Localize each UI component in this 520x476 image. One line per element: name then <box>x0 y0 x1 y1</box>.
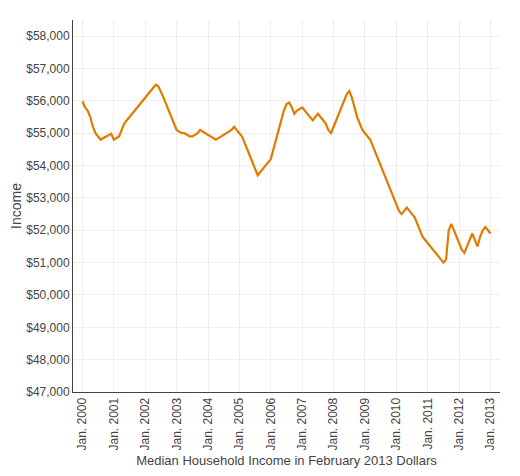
svg-text:Jan. 2003: Jan. 2003 <box>170 397 184 450</box>
svg-text:Jan. 2001: Jan. 2001 <box>107 397 121 450</box>
svg-text:Jan. 2007: Jan. 2007 <box>295 397 309 450</box>
svg-text:Jan. 2004: Jan. 2004 <box>201 397 215 450</box>
svg-text:Jan. 2000: Jan. 2000 <box>75 397 89 450</box>
svg-text:$51,000: $51,000 <box>26 256 70 270</box>
svg-text:$47,000: $47,000 <box>26 385 70 399</box>
svg-text:$48,000: $48,000 <box>26 353 70 367</box>
svg-text:Jan. 2013: Jan. 2013 <box>483 397 497 450</box>
svg-text:$56,000: $56,000 <box>26 94 70 108</box>
svg-text:Jan. 2006: Jan. 2006 <box>264 397 278 450</box>
svg-text:$54,000: $54,000 <box>26 159 70 173</box>
svg-text:$49,000: $49,000 <box>26 321 70 335</box>
svg-text:Jan. 2010: Jan. 2010 <box>389 397 403 450</box>
svg-text:$50,000: $50,000 <box>26 288 70 302</box>
svg-text:Income: Income <box>8 183 24 229</box>
svg-text:Jan. 2011: Jan. 2011 <box>421 397 435 449</box>
svg-text:$55,000: $55,000 <box>26 126 70 140</box>
svg-text:Jan. 2009: Jan. 2009 <box>358 397 372 450</box>
svg-text:Jan. 2002: Jan. 2002 <box>138 397 152 450</box>
svg-text:Jan. 2005: Jan. 2005 <box>232 397 246 450</box>
svg-text:$57,000: $57,000 <box>26 62 70 76</box>
svg-text:Jan. 2008: Jan. 2008 <box>327 397 341 450</box>
svg-text:$58,000: $58,000 <box>26 29 70 43</box>
svg-text:$53,000: $53,000 <box>26 191 70 205</box>
svg-text:Median Household Income in Feb: Median Household Income in February 2013… <box>136 453 437 468</box>
svg-text:$52,000: $52,000 <box>26 223 70 237</box>
svg-text:Jan. 2012: Jan. 2012 <box>452 397 466 450</box>
